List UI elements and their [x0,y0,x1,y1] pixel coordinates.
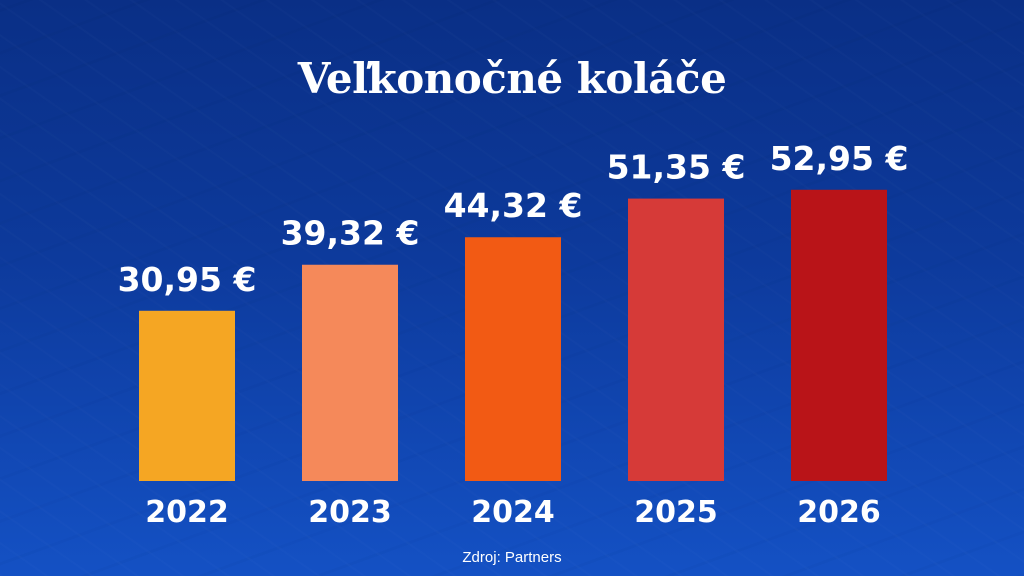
value-label-2022: 30,95 € [118,260,257,299]
bar-2026 [791,189,887,481]
x-tick-label-2024: 2024 [471,495,555,530]
value-label-2023: 39,32 € [281,214,420,253]
x-tick-label-2023: 2023 [308,495,392,530]
source-note: Zdroj: Partners [462,549,562,566]
value-label-2026: 52,95 € [770,139,909,178]
value-label-2024: 44,32 € [444,186,583,225]
bar-2023 [302,264,398,481]
bar-2025 [628,198,724,481]
x-tick-label-2026: 2026 [797,495,881,530]
x-tick-label-2022: 2022 [145,495,229,530]
bar-2022 [139,310,235,481]
x-tick-label-2025: 2025 [634,495,718,530]
bar-2024 [465,237,561,481]
value-label-2025: 51,35 € [607,148,746,187]
chart-title: Veľkonočné koláče [297,54,727,103]
